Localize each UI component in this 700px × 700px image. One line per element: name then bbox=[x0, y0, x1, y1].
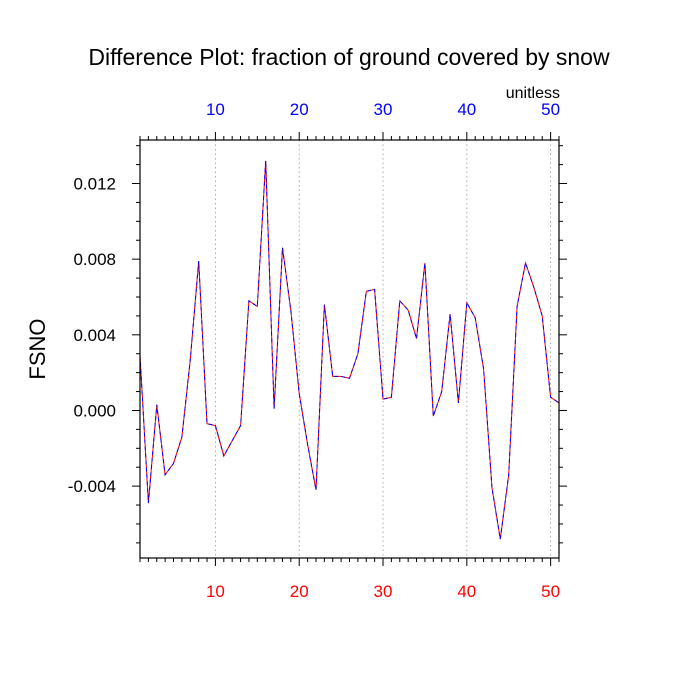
bottom-x-tick-label: 20 bbox=[290, 582, 309, 601]
top-x-tick-label: 30 bbox=[374, 100, 393, 119]
y-tick-label: -0.004 bbox=[68, 477, 116, 496]
top-x-tick-label: 50 bbox=[541, 100, 560, 119]
y-tick-label: 0.008 bbox=[73, 250, 116, 269]
bottom-x-tick-label: 10 bbox=[206, 582, 225, 601]
top-x-tick-label: 10 bbox=[206, 100, 225, 119]
chart-title: Difference Plot: fraction of ground cove… bbox=[88, 44, 610, 70]
units-label: unitless bbox=[506, 85, 560, 102]
top-x-tick-labels: 10 20 30 40 50 bbox=[206, 100, 560, 119]
bottom-x-tick-label: 50 bbox=[541, 582, 560, 601]
y-axis-label: FSNO bbox=[25, 318, 50, 379]
top-x-tick-label: 40 bbox=[457, 100, 476, 119]
y-tick-label: 0.012 bbox=[73, 175, 116, 194]
y-tick-label: 0.004 bbox=[73, 326, 116, 345]
bottom-x-tick-label: 30 bbox=[374, 582, 393, 601]
series-group bbox=[139, 160, 560, 540]
bottom-x-tick-label: 40 bbox=[457, 582, 476, 601]
grid-lines bbox=[215, 140, 552, 558]
y-tick-label: 0.000 bbox=[73, 401, 116, 420]
plot-frame bbox=[139, 139, 560, 559]
axis-ticks bbox=[132, 132, 567, 566]
top-x-tick-label: 20 bbox=[290, 100, 309, 119]
bottom-x-tick-labels: 10 20 30 40 50 bbox=[206, 582, 560, 601]
series-line-dashed bbox=[139, 160, 560, 540]
y-tick-labels: -0.004 0.000 0.004 0.008 0.012 bbox=[68, 175, 116, 497]
